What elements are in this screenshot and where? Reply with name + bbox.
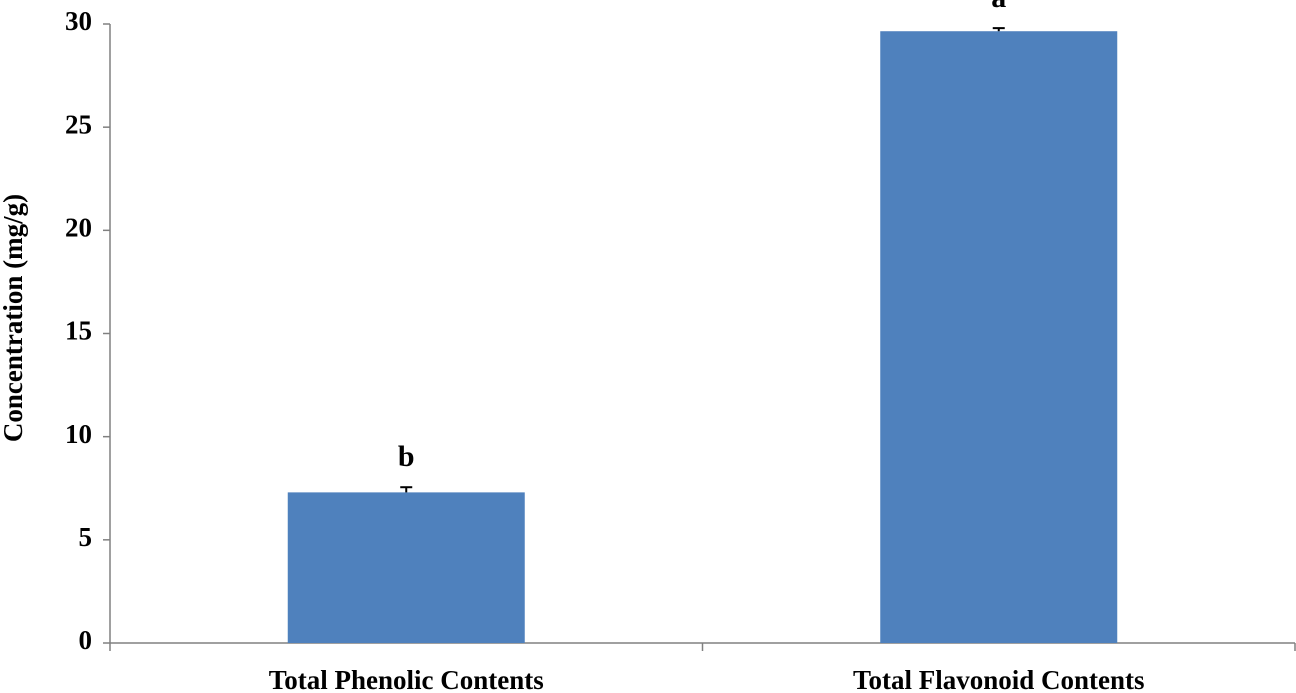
x-tick-label: Total Flavonoid Contents — [853, 665, 1145, 693]
y-tick-label: 25 — [65, 109, 92, 139]
error-bar — [992, 27, 1005, 32]
bar — [287, 492, 525, 643]
y-tick-label: 20 — [65, 213, 92, 243]
y-tick-label: 5 — [79, 522, 93, 552]
y-tick-label: 15 — [65, 316, 92, 346]
y-tick-label: 10 — [65, 419, 92, 449]
annotation: a — [991, 0, 1006, 14]
y-tick-label: 30 — [65, 6, 92, 36]
error-bar — [400, 486, 413, 493]
bar — [880, 31, 1118, 643]
y-axis-title: Concentration (mg/g) — [0, 194, 28, 442]
x-tick-label: Total Phenolic Contents — [269, 665, 544, 693]
y-tick-label: 0 — [79, 625, 93, 655]
annotation: b — [398, 440, 415, 473]
